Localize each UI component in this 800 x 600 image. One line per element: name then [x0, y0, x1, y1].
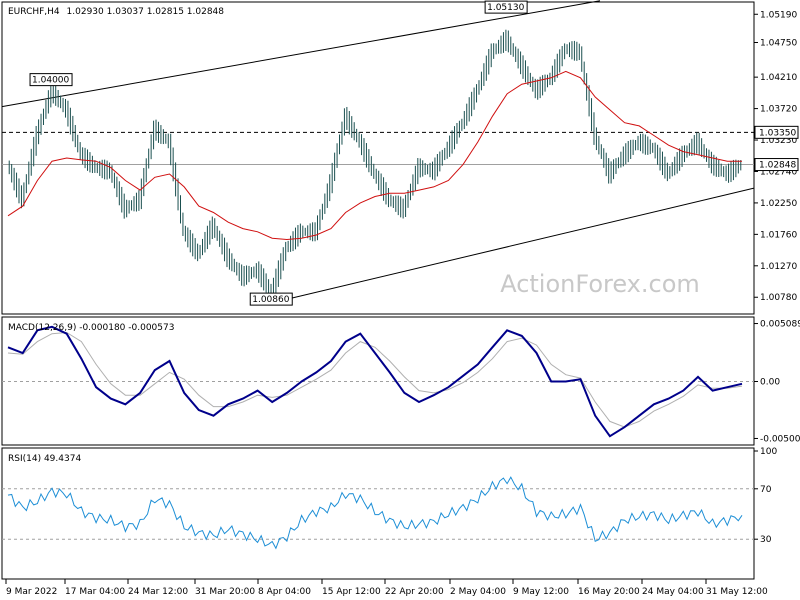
price-annotation-label: 1.00860: [252, 295, 289, 305]
macd-tick-label: -0.005002: [760, 434, 800, 444]
rsi-panel-frame: [1, 447, 755, 580]
time-tick-label: 31 May 12:00: [706, 587, 768, 597]
time-tick-label: 8 Apr 04:00: [258, 587, 311, 597]
rsi-tick-label: 30: [760, 535, 772, 545]
macd-tick-label: 0.00: [760, 378, 780, 388]
price-tick-label: 1.04750: [760, 39, 797, 49]
price-tick-label: 1.03230: [760, 136, 797, 146]
macd-header: MACD(12,26,9) -0.000180 -0.000573: [8, 323, 174, 333]
chart-symbol-header: EURCHF,H4 1.02930 1.03037 1.02815 1.0284…: [8, 7, 224, 17]
time-tick-label: 9 Mar 2022: [6, 587, 57, 597]
time-tick-label: 24 May 04:00: [642, 587, 704, 597]
price-tick-label: 1.01270: [760, 262, 797, 272]
rsi-tick-label: 70: [760, 485, 772, 495]
level-line-box: [754, 125, 799, 139]
time-tick-label: 22 Apr 20:00: [385, 587, 444, 597]
price-annotation-label: 1.05130: [487, 3, 524, 13]
rsi-layer: [2, 476, 754, 550]
last-price-label: 1.02848: [759, 161, 796, 171]
time-tick-label: 17 Mar 04:00: [65, 587, 125, 597]
price-tick-label: 1.02740: [760, 167, 797, 177]
price-annotation-box: [29, 73, 73, 87]
price-tick-label: 1.00780: [760, 293, 797, 303]
macd-layer: [2, 325, 754, 438]
main-price-layer: 1.04000 1.05130 1.00860: [1, 0, 755, 306]
symbol-label: EURCHF,H4: [8, 7, 60, 17]
rsi-line: [7, 476, 743, 550]
time-tick-label: 31 Mar 20:00: [195, 587, 255, 597]
moving-average-line: [7, 70, 742, 241]
price-annotation-box: [484, 0, 528, 14]
macd-line: [7, 325, 743, 438]
price-tick-label: 1.01760: [760, 230, 797, 240]
time-tick-label: 9 May 12:00: [513, 587, 569, 597]
level-line-label: 1.03350: [759, 128, 796, 138]
price-tick-label: 1.04210: [760, 73, 797, 83]
price-tick-label: 1.02250: [760, 199, 797, 209]
price-annotation-label: 1.04000: [32, 76, 69, 86]
main-panel-frame: [1, 1, 755, 315]
macd-tick-label: 0.005089: [760, 320, 800, 330]
price-tick-label: 1.03720: [760, 105, 797, 115]
time-tick-label: 24 Mar 12:00: [128, 587, 188, 597]
macd-panel-frame: [1, 316, 755, 446]
rsi-tick-label: 100: [760, 447, 777, 457]
ohlc-header: 1.02930 1.03037 1.02815 1.02848: [67, 7, 225, 17]
time-tick-label: 16 May 20:00: [578, 587, 640, 597]
time-tick-label: 15 Apr 12:00: [322, 587, 381, 597]
watermark: ActionForex.com: [500, 270, 700, 298]
price-annotation-box: [249, 292, 293, 306]
channel-lower-line: [289, 187, 755, 300]
last-price-box: [754, 158, 799, 172]
channel-upper-line: [1, 0, 601, 108]
rsi-header: RSI(14) 49.4374: [8, 454, 81, 464]
macd-signal-line: [7, 331, 743, 428]
time-tick-label: 2 May 04:00: [450, 587, 506, 597]
price-tick-label: 1.05190: [760, 10, 797, 20]
axis-layer: 1.05190 1.04750 1.04210 1.03720 1.03230 1.027…: [5, 10, 800, 597]
